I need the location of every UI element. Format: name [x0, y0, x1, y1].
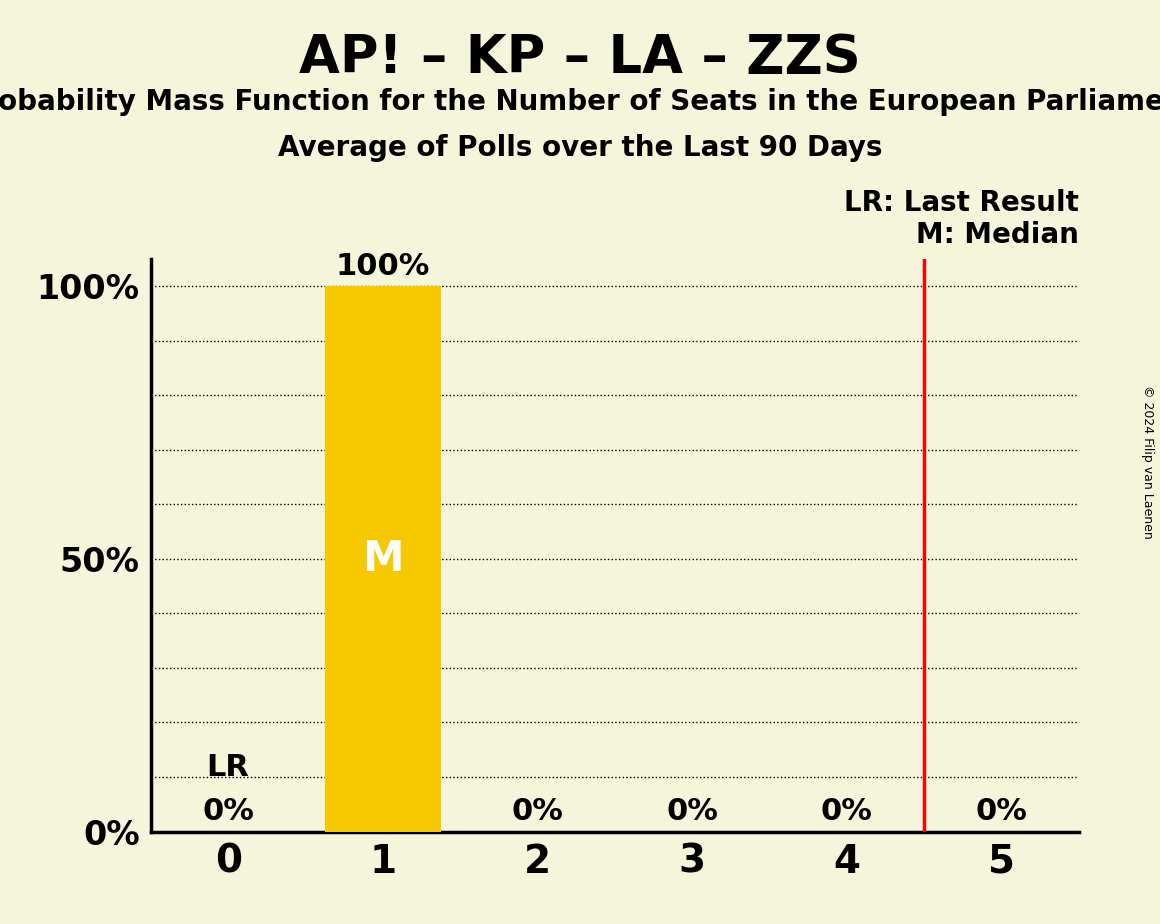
Text: 0%: 0% [512, 797, 564, 826]
Text: AP! – KP – LA – ZZS: AP! – KP – LA – ZZS [299, 32, 861, 84]
Text: Average of Polls over the Last 90 Days: Average of Polls over the Last 90 Days [277, 134, 883, 162]
Text: M: M [362, 538, 404, 579]
Text: M: Median: M: Median [916, 222, 1079, 249]
Text: 0%: 0% [976, 797, 1028, 826]
Text: 0%: 0% [821, 797, 872, 826]
Text: Probability Mass Function for the Number of Seats in the European Parliament: Probability Mass Function for the Number… [0, 88, 1160, 116]
Text: 0%: 0% [202, 797, 254, 826]
Text: 0%: 0% [666, 797, 718, 826]
Text: LR: LR [206, 753, 249, 783]
Text: 100%: 100% [335, 251, 430, 281]
Text: © 2024 Filip van Laenen: © 2024 Filip van Laenen [1141, 385, 1154, 539]
Text: LR: Last Result: LR: Last Result [844, 189, 1079, 217]
Bar [325, 286, 441, 832]
